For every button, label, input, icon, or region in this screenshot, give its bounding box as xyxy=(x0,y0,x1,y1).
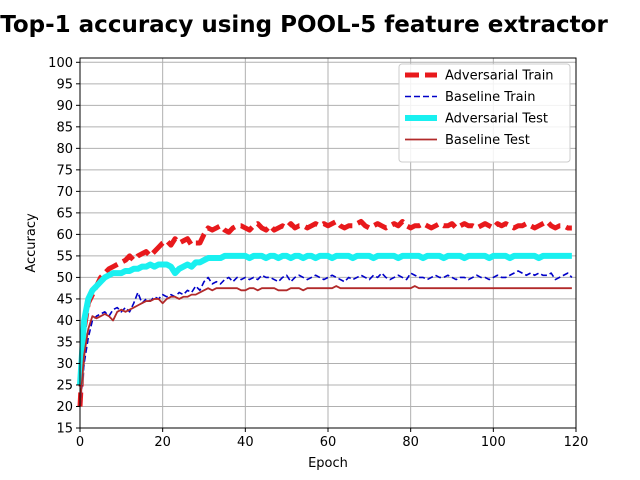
y-tick-label: 40 xyxy=(56,314,73,329)
y-tick-label: 35 xyxy=(56,335,73,350)
x-tick-label: 20 xyxy=(154,435,171,450)
x-tick-label: 60 xyxy=(320,435,337,450)
legend-label-adversarial-test: Adversarial Test xyxy=(445,112,548,127)
legend-label-baseline-test: Baseline Test xyxy=(445,133,530,148)
y-tick-label: 15 xyxy=(56,422,73,437)
x-tick-label: 0 xyxy=(76,435,84,450)
series-line-baseline-train xyxy=(79,270,573,407)
grid-lines xyxy=(79,58,577,429)
series-lines xyxy=(77,218,573,407)
y-tick-label: 45 xyxy=(56,292,73,307)
y-tick-label: 70 xyxy=(56,185,73,200)
x-tick-label: 100 xyxy=(481,435,506,450)
y-tick-label: 60 xyxy=(56,228,73,243)
y-tick-label: 30 xyxy=(56,357,73,372)
series-line-adversarial-train xyxy=(77,218,572,407)
x-tick-label: 40 xyxy=(237,435,254,450)
chart-title: Top-1 accuracy using POOL-5 feature extr… xyxy=(0,12,608,38)
y-tick-label: 100 xyxy=(48,56,73,71)
legend: Adversarial Train Baseline Train Adversari… xyxy=(398,63,571,163)
legend-box xyxy=(398,63,571,163)
y-axis-label: Accuracy xyxy=(24,213,39,273)
legend-label-baseline-train: Baseline Train xyxy=(445,90,535,105)
y-tick-label: 55 xyxy=(56,249,73,264)
y-tick-label: 80 xyxy=(56,142,73,157)
x-tick-label: 80 xyxy=(402,435,419,450)
legend-label-adversarial-train: Adversarial Train xyxy=(445,69,554,84)
x-axis-label: Epoch xyxy=(308,456,348,471)
y-tick-label: 65 xyxy=(56,206,73,221)
y-tick-label: 85 xyxy=(56,120,73,135)
series-line-baseline-test xyxy=(79,285,572,407)
y-tick-label: 25 xyxy=(56,378,73,393)
y-tick-label: 95 xyxy=(56,77,73,92)
y-tick-label: 90 xyxy=(56,99,73,114)
series-line-adversarial-test xyxy=(77,252,572,386)
y-tick-label: 20 xyxy=(56,400,73,415)
axis-ticks: 0 20 40 60 80 100 120 15 20 25 30 35 40 45 50 55 60 65 70 7… xyxy=(48,56,588,450)
x-tick-label: 120 xyxy=(564,435,589,450)
y-tick-label: 50 xyxy=(56,271,73,286)
y-tick-label: 75 xyxy=(56,163,73,178)
